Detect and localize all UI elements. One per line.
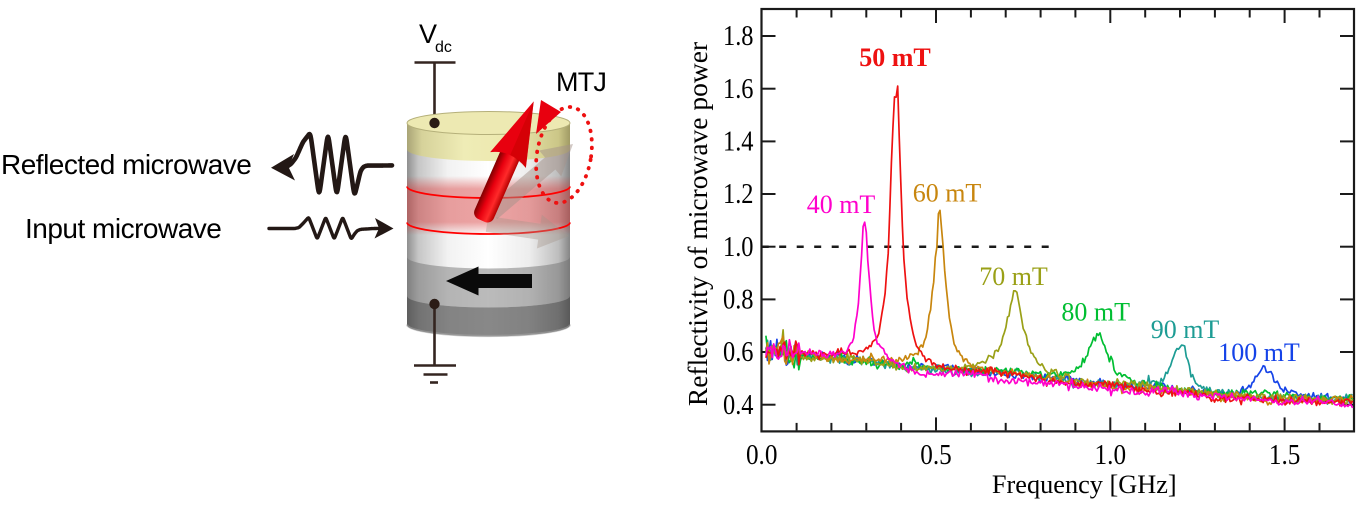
svg-text:1.8: 1.8 [723,20,754,52]
svg-text:80 mT: 80 mT [1061,298,1130,327]
svg-text:Reflected microwave: Reflected microwave [1,149,251,180]
svg-text:0.0: 0.0 [746,439,778,471]
svg-text:40 mT: 40 mT [807,190,876,219]
svg-text:1.0: 1.0 [723,231,754,263]
svg-text:0.8: 0.8 [723,284,754,316]
svg-text:MTJ: MTJ [556,67,606,97]
svg-text:1.6: 1.6 [723,73,754,105]
svg-text:100 mT: 100 mT [1218,338,1300,367]
svg-text:1.4: 1.4 [723,126,754,158]
svg-text:60 mT: 60 mT [913,179,982,208]
svg-text:50 mT: 50 mT [859,43,931,72]
svg-text:1.5: 1.5 [1269,439,1301,471]
svg-text:1.0: 1.0 [1095,439,1127,471]
svg-text:V: V [419,19,437,49]
svg-text:dc: dc [435,39,452,56]
svg-text:1.2: 1.2 [723,178,754,210]
svg-text:70 mT: 70 mT [979,262,1048,291]
svg-text:0.4: 0.4 [723,389,754,421]
svg-text:Input microwave: Input microwave [25,213,221,244]
svg-text:Reflectivity of microwave powe: Reflectivity of microwave power [682,42,713,406]
svg-text:0.6: 0.6 [723,336,754,368]
svg-text:90 mT: 90 mT [1151,315,1220,344]
svg-text:0.5: 0.5 [920,439,952,471]
svg-text:Frequency [GHz]: Frequency [GHz] [992,470,1177,499]
